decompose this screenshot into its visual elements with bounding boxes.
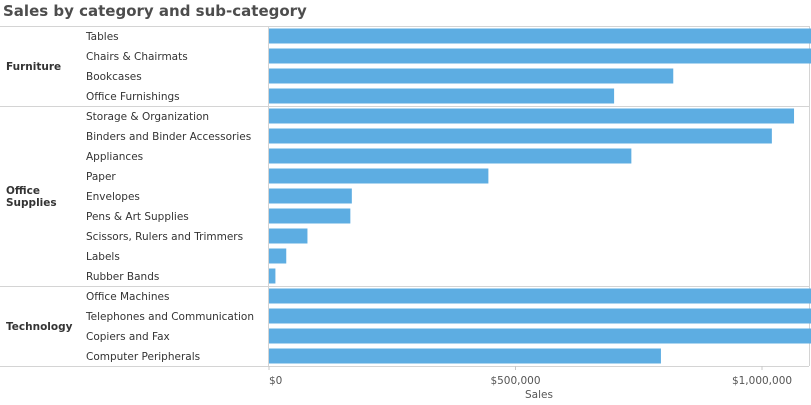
bar	[269, 348, 661, 364]
x-axis: $0$500,000$1,000,000$1,500,000$2,000,000…	[268, 366, 792, 401]
category-label: Technology	[6, 321, 73, 333]
subcategory-label: Envelopes	[86, 191, 140, 203]
bar	[269, 228, 308, 244]
subcategory-label: Office Machines	[86, 291, 169, 303]
bars	[269, 28, 811, 364]
bar	[269, 268, 276, 284]
x-tick-label: $0	[269, 375, 282, 387]
category-label-line: Office	[6, 185, 40, 197]
subcategory-label: Chairs & Chairmats	[86, 51, 188, 63]
subcategory-label: Computer Peripherals	[86, 351, 200, 363]
bar	[269, 68, 674, 84]
subcategory-label: Rubber Bands	[86, 271, 159, 283]
subcategory-label: Scissors, Rulers and Trimmers	[86, 231, 243, 243]
subcategory-label: Appliances	[86, 151, 143, 163]
category-label-line: Supplies	[6, 197, 57, 209]
x-axis-title: Sales	[525, 389, 553, 401]
subcategory-label: Binders and Binder Accessories	[86, 131, 251, 143]
x-tick-label: $500,000	[490, 375, 540, 387]
subcategory-label: Telephones and Communication	[85, 311, 254, 323]
bar	[269, 168, 489, 184]
bar	[269, 88, 615, 104]
subcategory-label: Copiers and Fax	[86, 331, 170, 343]
bar	[269, 148, 632, 164]
bar	[269, 188, 352, 204]
bar	[269, 208, 351, 224]
subcategory-label: Storage & Organization	[86, 111, 209, 123]
bar	[269, 248, 287, 264]
subcategory-label: Office Furnishings	[86, 91, 180, 103]
subcategory-label: Paper	[86, 171, 116, 183]
bar	[269, 128, 772, 144]
subcategory-label: Tables	[85, 31, 119, 43]
bar	[269, 308, 811, 324]
x-tick-label: $1,000,000	[732, 375, 792, 387]
category-label: Furniture	[6, 61, 61, 73]
subcategory-label: Pens & Art Supplies	[86, 211, 189, 223]
row-labels: Furniture Tables Chairs & Chairmats Bookcas…	[6, 31, 254, 363]
bar	[269, 28, 811, 44]
category-label: Office Supplies	[6, 185, 57, 209]
bar	[269, 328, 811, 344]
bar	[269, 48, 811, 64]
bar	[269, 108, 795, 124]
subcategory-label: Labels	[86, 251, 120, 263]
chart-title: Sales by category and sub-category	[3, 2, 307, 20]
subcategory-label: Bookcases	[86, 71, 142, 83]
bar	[269, 288, 811, 304]
